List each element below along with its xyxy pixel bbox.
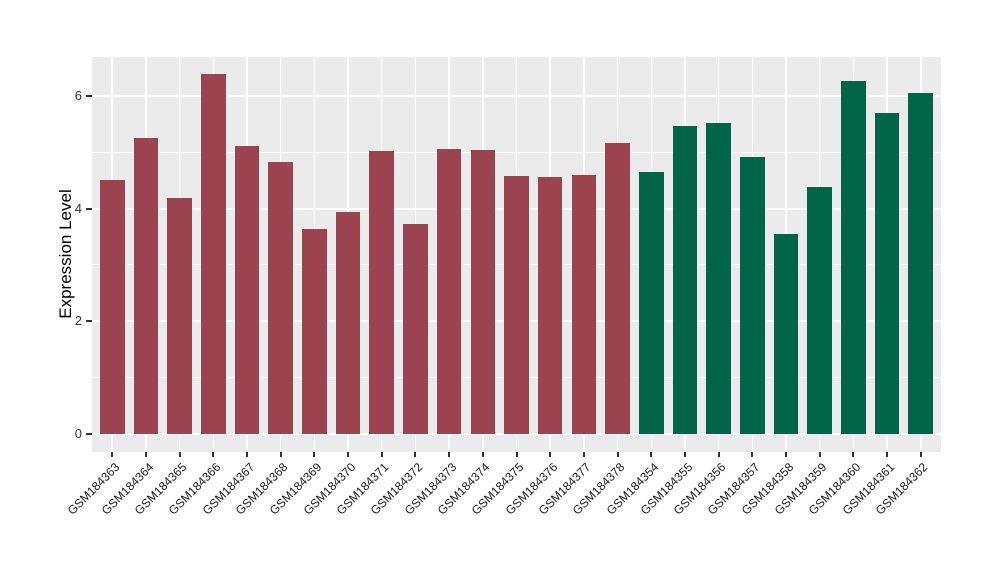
x-tick-mark-GSM184378	[616, 452, 619, 457]
x-tick-mark-GSM184375	[515, 452, 518, 457]
bar-GSM184378	[605, 142, 630, 434]
bar-GSM184374	[470, 150, 496, 434]
x-tick-mark-GSM184357	[751, 452, 754, 457]
y-tick-label-0: 0	[74, 426, 82, 441]
x-tick-mark-GSM184373	[448, 452, 451, 457]
bar-GSM184369	[302, 228, 327, 434]
bar-GSM184354	[638, 172, 664, 434]
x-tick-mark-GSM184359	[818, 452, 821, 457]
bar-GSM184375	[504, 175, 529, 434]
bar-GSM184367	[234, 145, 260, 434]
bar-GSM184363	[99, 180, 125, 434]
bar-GSM184359	[807, 186, 832, 434]
x-tick-mark-GSM184362	[919, 452, 922, 457]
y-tick-label-6: 6	[74, 87, 82, 103]
bar-GSM184376	[537, 176, 563, 434]
bar-GSM184355	[672, 125, 698, 434]
bar-GSM184371	[369, 151, 395, 434]
x-tick-mark-GSM184368	[279, 452, 282, 457]
x-tick-mark-GSM184367	[245, 452, 248, 457]
bar-GSM184366	[200, 74, 226, 434]
bar-GSM184358	[773, 234, 799, 434]
x-tick-mark-GSM184354	[650, 452, 653, 457]
x-tick-mark-GSM184358	[785, 452, 788, 457]
x-tick-mark-GSM184363	[111, 452, 114, 457]
bar-GSM184362	[908, 92, 934, 434]
bar-GSM184364	[133, 138, 159, 434]
x-tick-mark-GSM184374	[481, 452, 484, 457]
bar-GSM184361	[874, 112, 900, 434]
x-tick-mark-GSM184360	[852, 452, 855, 457]
x-tick-mark-GSM184370	[347, 452, 350, 457]
x-tick-mark-GSM184355	[683, 452, 686, 457]
y-tick-mark-6	[86, 94, 92, 97]
bar-GSM184365	[167, 198, 192, 434]
bar-GSM184360	[841, 81, 866, 434]
x-tick-mark-GSM184361	[886, 452, 889, 457]
x-tick-mark-GSM184376	[549, 452, 552, 457]
bar-GSM184356	[706, 122, 731, 434]
x-tick-mark-GSM184356	[717, 452, 720, 457]
bar-GSM184373	[436, 149, 462, 434]
x-tick-mark-GSM184371	[380, 452, 383, 457]
x-tick-mark-GSM184377	[582, 452, 585, 457]
x-tick-mark-GSM184365	[178, 452, 181, 457]
x-tick-mark-GSM184369	[313, 452, 316, 457]
bar-GSM184370	[335, 211, 361, 434]
x-tick-mark-GSM184372	[414, 452, 417, 457]
y-tick-mark-4	[86, 207, 92, 210]
y-tick-mark-0	[86, 433, 92, 435]
y-tick-mark-2	[86, 320, 92, 323]
bar-GSM184377	[571, 175, 597, 434]
y-tick-label-4: 4	[74, 200, 82, 216]
x-tick-mark-GSM184366	[212, 452, 215, 457]
y-tick-label-2: 2	[74, 313, 82, 329]
bar-GSM184368	[268, 161, 293, 434]
x-tick-mark-GSM184364	[144, 452, 147, 457]
bar-GSM184372	[403, 223, 428, 434]
plot-panel	[92, 57, 941, 452]
bar-GSM184357	[740, 157, 765, 434]
